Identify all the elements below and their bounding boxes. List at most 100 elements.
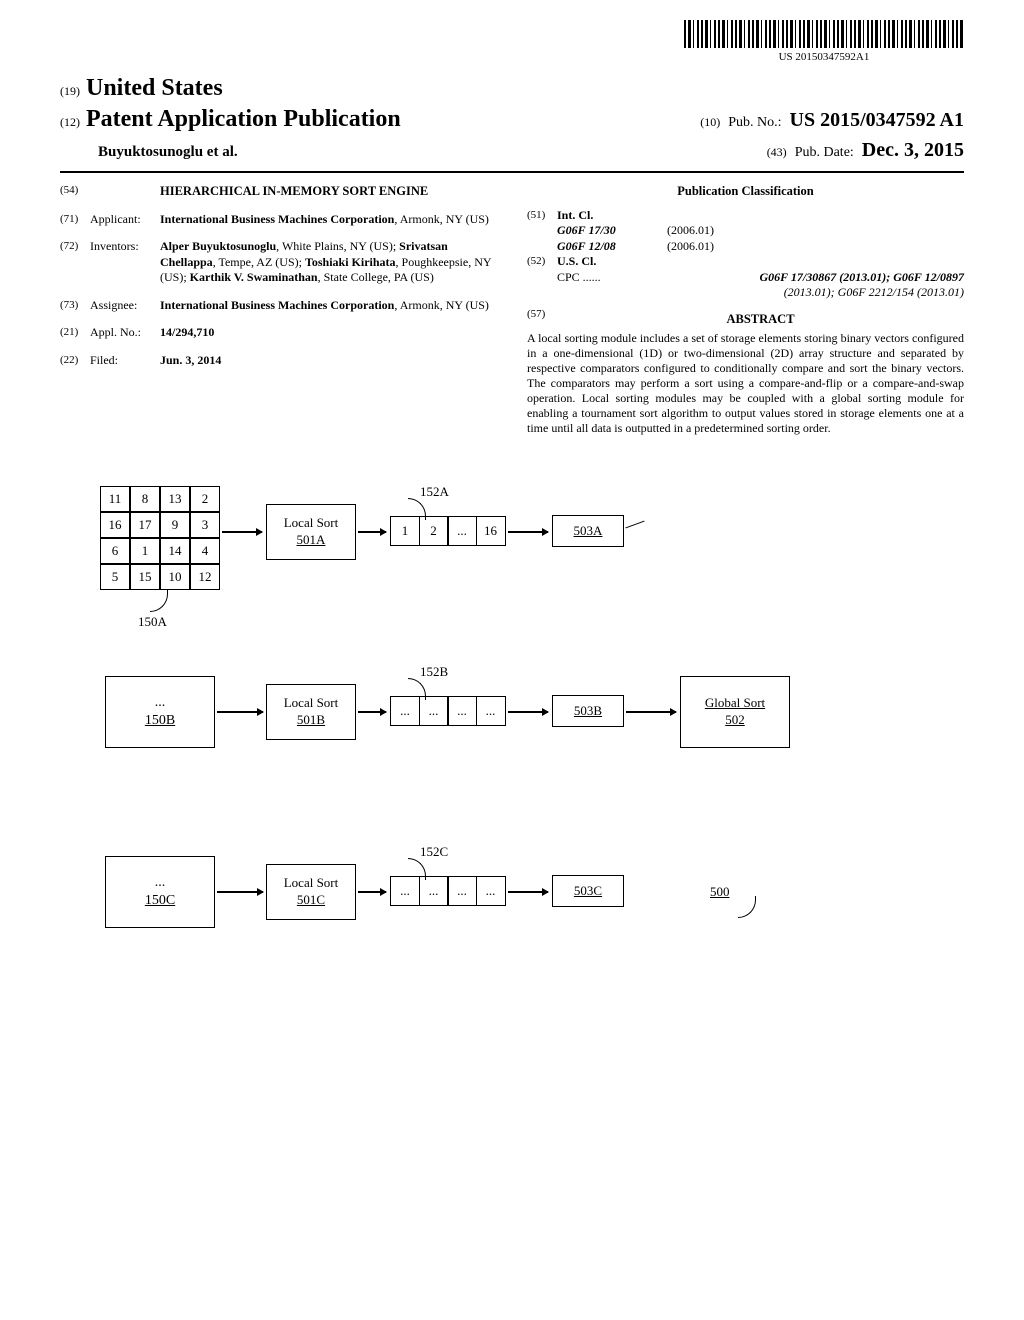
grid-cell: 11 bbox=[100, 486, 130, 512]
intcl-code-1: G06F 12/08 bbox=[557, 239, 667, 255]
field-73-assignee: (73) Assignee: International Business Ma… bbox=[60, 298, 497, 314]
global-sort-ref: 502 bbox=[725, 712, 745, 729]
row-cell: ... bbox=[419, 696, 449, 726]
grid-cell: 12 bbox=[190, 564, 220, 590]
cpc-line-1: CPC ...... G06F 17/30867 (2013.01); G06F… bbox=[557, 270, 964, 286]
label-152a: 152A bbox=[420, 484, 449, 501]
field-num-51: (51) bbox=[527, 208, 557, 255]
header-rule bbox=[60, 171, 964, 173]
field-21-applno: (21) Appl. No.: 14/294,710 bbox=[60, 325, 497, 341]
assignee-value: International Business Machines Corporat… bbox=[160, 298, 489, 314]
arrow-icon bbox=[508, 531, 548, 533]
row-cell: ... bbox=[447, 696, 477, 726]
header-line3-right: (43) Pub. Date: Dec. 3, 2015 bbox=[767, 137, 964, 163]
row-cell: ... bbox=[419, 876, 449, 906]
field-num-72: (72) bbox=[60, 239, 90, 286]
input-c-ref: 150C bbox=[145, 892, 175, 910]
field-num-57: (57) bbox=[527, 307, 557, 331]
applno-label: Appl. No.: bbox=[90, 325, 160, 341]
header-line2: (12) Patent Application Publication (10)… bbox=[60, 104, 964, 135]
sorted-row-b: ... ... ... ... bbox=[390, 696, 506, 726]
output-503c: 503C bbox=[552, 875, 624, 907]
pubdate-label: Pub. Date: bbox=[795, 144, 854, 162]
arrow-icon bbox=[217, 711, 263, 713]
local-sort-b: Local Sort 501B bbox=[266, 684, 356, 740]
label-150a: 150A bbox=[138, 614, 167, 631]
row-cell: ... bbox=[476, 696, 506, 726]
leader-hook-150a bbox=[150, 590, 168, 612]
grid-cell: 14 bbox=[160, 538, 190, 564]
cpc-text-2: (2013.01); G06F 2212/154 (2013.01) bbox=[784, 285, 964, 299]
abstract-heading: ABSTRACT bbox=[557, 311, 964, 327]
inventor-loc-1: , Tempe, AZ (US); bbox=[213, 255, 305, 269]
header-line2-left: (12) Patent Application Publication bbox=[60, 104, 401, 135]
field-num-73: (73) bbox=[60, 298, 90, 314]
grid-cell: 4 bbox=[190, 538, 220, 564]
assignee-label: Assignee: bbox=[90, 298, 160, 314]
barcode-text: US 20150347592A1 bbox=[684, 50, 964, 64]
applicant-loc: , Armonk, NY (US) bbox=[394, 212, 489, 226]
cpc-line-2: (2013.01); G06F 2212/154 (2013.01) bbox=[557, 285, 964, 301]
inventor-name-0: Alper Buyuktosunoglu bbox=[160, 239, 276, 253]
barcode: US 20150347592A1 bbox=[684, 20, 964, 64]
grid-cell: 8 bbox=[130, 486, 160, 512]
field-71-applicant: (71) Applicant: International Business M… bbox=[60, 212, 497, 228]
filed-text: Jun. 3, 2014 bbox=[160, 353, 221, 367]
grid-cell: 17 bbox=[130, 512, 160, 538]
grid-cell: 3 bbox=[190, 512, 220, 538]
row-cell: ... bbox=[447, 876, 477, 906]
field-22-filed: (22) Filed: Jun. 3, 2014 bbox=[60, 353, 497, 369]
label-152b: 152B bbox=[420, 664, 448, 681]
sorted-row-a: 1 2 ... 16 bbox=[390, 516, 506, 546]
input-box-b: ... 150B bbox=[105, 676, 215, 748]
uscl-label: U.S. Cl. bbox=[557, 254, 964, 270]
filed-value: Jun. 3, 2014 bbox=[160, 353, 221, 369]
field-num-52: (52) bbox=[527, 254, 557, 301]
arrow-icon bbox=[626, 711, 676, 713]
right-column: Publication Classification (51) Int. Cl.… bbox=[527, 183, 964, 436]
input-grid-a: 11 8 13 2 16 17 9 3 6 1 14 4 5 15 10 12 bbox=[100, 486, 220, 590]
output-503b: 503B bbox=[552, 695, 624, 727]
left-column: (54) HIERARCHICAL IN-MEMORY SORT ENGINE … bbox=[60, 183, 497, 436]
field-num-10: (10) bbox=[700, 115, 720, 131]
field-54-title: (54) HIERARCHICAL IN-MEMORY SORT ENGINE bbox=[60, 183, 497, 199]
grid-cell: 16 bbox=[100, 512, 130, 538]
row-cell: 16 bbox=[476, 516, 506, 546]
publication-date: Dec. 3, 2015 bbox=[862, 137, 964, 163]
authors: Buyuktosunoglu et al. bbox=[60, 143, 238, 163]
intcl-block: Int. Cl. G06F 17/30 (2006.01) G06F 12/08… bbox=[557, 208, 964, 255]
field-num-54: (54) bbox=[60, 183, 90, 199]
intcl-row-0: G06F 17/30 (2006.01) bbox=[557, 223, 964, 239]
publication-number: US 2015/0347592 A1 bbox=[790, 107, 964, 133]
arrow-icon bbox=[508, 711, 548, 713]
grid-cell: 1 bbox=[130, 538, 160, 564]
barcode-bars bbox=[684, 20, 964, 48]
global-sort-title: Global Sort bbox=[705, 695, 765, 712]
field-72-inventors: (72) Inventors: Alper Buyuktosunoglu, Wh… bbox=[60, 239, 497, 286]
grid-cell: 13 bbox=[160, 486, 190, 512]
uscl-label-text: U.S. Cl. bbox=[557, 254, 596, 268]
field-num-12: (12) bbox=[60, 115, 80, 131]
applicant-value: International Business Machines Corporat… bbox=[160, 212, 489, 228]
row-cell: ... bbox=[390, 696, 420, 726]
grid-cell: 10 bbox=[160, 564, 190, 590]
field-num-71: (71) bbox=[60, 212, 90, 228]
intcl-row-1: G06F 12/08 (2006.01) bbox=[557, 239, 964, 255]
leader-hook-500 bbox=[738, 896, 756, 918]
intcl-label: Int. Cl. bbox=[557, 208, 964, 224]
local-sort-c-ref: 501C bbox=[297, 892, 325, 909]
grid-cell: 9 bbox=[160, 512, 190, 538]
leader-line-503a bbox=[625, 521, 644, 529]
abstract-text: A local sorting module includes a set of… bbox=[527, 331, 964, 436]
label-152c: 152C bbox=[420, 844, 448, 861]
field-52-uscl: (52) U.S. Cl. CPC ...... G06F 17/30867 (… bbox=[527, 254, 964, 301]
field-num-19: (19) bbox=[60, 84, 80, 100]
local-sort-b-ref: 501B bbox=[297, 712, 325, 729]
classification-heading: Publication Classification bbox=[527, 183, 964, 199]
output-503a: 503A bbox=[552, 515, 624, 547]
applicant-label: Applicant: bbox=[90, 212, 160, 228]
arrow-icon bbox=[358, 891, 386, 893]
header-line2-right: (10) Pub. No.: US 2015/0347592 A1 bbox=[700, 107, 964, 133]
local-sort-a-ref: 501A bbox=[297, 532, 326, 549]
system-ref-500: 500 bbox=[710, 884, 730, 901]
